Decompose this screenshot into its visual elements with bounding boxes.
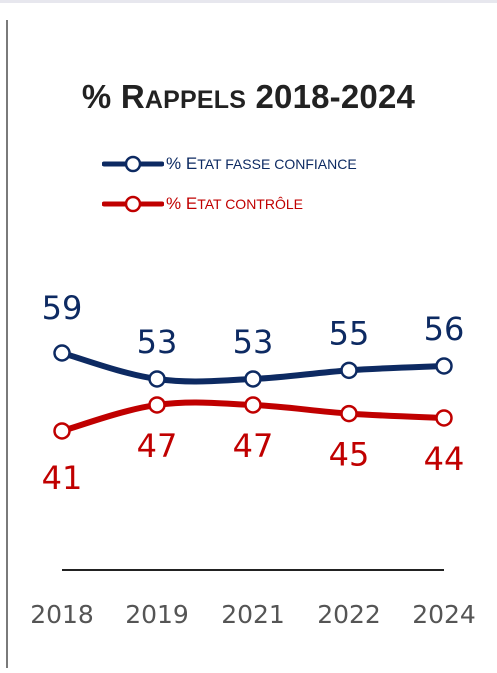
data-point-1-3 <box>340 404 358 423</box>
top-border <box>0 0 497 3</box>
data-label-1-3: 45 <box>329 436 370 474</box>
data-point-1-4 <box>435 409 453 427</box>
data-labels-layer: 59 53 53 55 56 41 47 47 45 44 <box>42 289 465 497</box>
legend-swatch-control <box>102 195 164 213</box>
x-tick-label-2018: 2018 <box>30 600 94 629</box>
legend: % ETAT FASSE CONFIANCE % ETAT CONTRÔLE <box>102 150 357 230</box>
legend-item-trust: % ETAT FASSE CONFIANCE <box>102 150 357 178</box>
data-label-1-2: 47 <box>233 427 274 465</box>
legend-label-trust: % ETAT FASSE CONFIANCE <box>166 154 357 173</box>
legend-swatch-trust <box>102 155 164 173</box>
x-tick-label-2021: 2021 <box>221 600 285 629</box>
data-point-0-2 <box>244 370 262 388</box>
data-label-0-2: 53 <box>233 323 274 361</box>
x-tick-label-2024: 2024 <box>412 600 476 629</box>
data-point-0-0 <box>53 344 71 362</box>
chart-title: % RAPPELS 2018-2024 <box>0 78 497 116</box>
data-label-1-0: 41 <box>42 459 83 497</box>
data-label-0-1: 53 <box>137 323 178 361</box>
x-tick-label-2022: 2022 <box>317 600 381 629</box>
data-label-0-0: 59 <box>42 289 83 327</box>
data-point-0-3 <box>340 361 358 380</box>
left-border <box>6 20 8 668</box>
data-label-1-1: 47 <box>137 427 178 465</box>
chart-title-text: % RAPPELS 2018-2024 <box>81 78 416 115</box>
legend-item-control: % ETAT CONTRÔLE <box>102 190 357 218</box>
data-point-0-1 <box>148 370 166 388</box>
x-tick-label-2019: 2019 <box>125 600 189 629</box>
data-label-0-4: 56 <box>424 310 465 348</box>
legend-label-control: % ETAT CONTRÔLE <box>166 194 303 213</box>
series-layer <box>53 344 453 440</box>
data-point-1-1 <box>148 396 166 414</box>
data-label-1-4: 44 <box>424 440 465 478</box>
data-point-0-4 <box>435 357 453 375</box>
data-point-1-0 <box>53 422 71 440</box>
x-tick-labels: 2018 2019 2021 2022 2024 <box>30 600 476 629</box>
data-point-1-2 <box>244 396 262 414</box>
data-label-0-3: 55 <box>329 314 370 352</box>
